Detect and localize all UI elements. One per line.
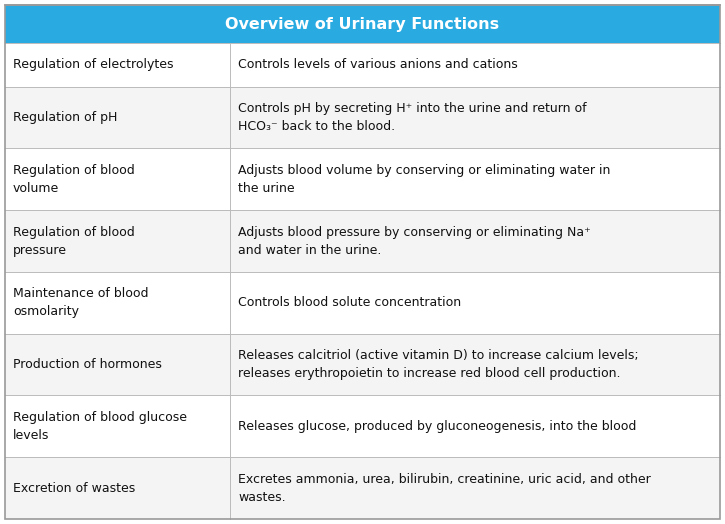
- Text: Production of hormones: Production of hormones: [13, 358, 162, 371]
- Text: Regulation of pH: Regulation of pH: [13, 111, 117, 124]
- Bar: [231, 334, 720, 396]
- Text: Regulation of blood
volume: Regulation of blood volume: [13, 164, 135, 195]
- Text: Excretion of wastes: Excretion of wastes: [13, 482, 136, 495]
- Text: Regulation of blood
pressure: Regulation of blood pressure: [13, 225, 135, 257]
- Text: Controls levels of various anions and cations: Controls levels of various anions and ca…: [239, 58, 518, 71]
- Bar: [5, 334, 231, 396]
- Bar: [5, 86, 231, 148]
- Text: Adjusts blood volume by conserving or eliminating water in
the urine: Adjusts blood volume by conserving or el…: [239, 164, 610, 195]
- Bar: [231, 148, 720, 210]
- Bar: [231, 396, 720, 457]
- Bar: [231, 210, 720, 272]
- Text: Releases glucose, produced by gluconeogenesis, into the blood: Releases glucose, produced by gluconeoge…: [239, 420, 637, 433]
- Text: Adjusts blood pressure by conserving or eliminating Na⁺
and water in the urine.: Adjusts blood pressure by conserving or …: [239, 225, 591, 257]
- Bar: [231, 86, 720, 148]
- Text: Regulation of electrolytes: Regulation of electrolytes: [13, 58, 173, 71]
- Text: Overview of Urinary Functions: Overview of Urinary Functions: [225, 16, 500, 31]
- Bar: [5, 457, 231, 519]
- Bar: [5, 5, 720, 43]
- Text: Maintenance of blood
osmolarity: Maintenance of blood osmolarity: [13, 287, 149, 318]
- Text: Excretes ammonia, urea, bilirubin, creatinine, uric acid, and other
wastes.: Excretes ammonia, urea, bilirubin, creat…: [239, 473, 651, 504]
- Bar: [5, 210, 231, 272]
- Bar: [5, 396, 231, 457]
- Bar: [5, 272, 231, 334]
- Text: Regulation of blood glucose
levels: Regulation of blood glucose levels: [13, 411, 187, 442]
- Bar: [231, 43, 720, 86]
- Bar: [5, 148, 231, 210]
- Text: Controls blood solute concentration: Controls blood solute concentration: [239, 296, 461, 309]
- Text: Releases calcitriol (active vitamin D) to increase calcium levels;
releases eryt: Releases calcitriol (active vitamin D) t…: [239, 349, 639, 380]
- Bar: [231, 457, 720, 519]
- Text: Controls pH by secreting H⁺ into the urine and return of
HCO₃⁻ back to the blood: Controls pH by secreting H⁺ into the uri…: [239, 102, 587, 133]
- Bar: [5, 43, 231, 86]
- Bar: [231, 272, 720, 334]
